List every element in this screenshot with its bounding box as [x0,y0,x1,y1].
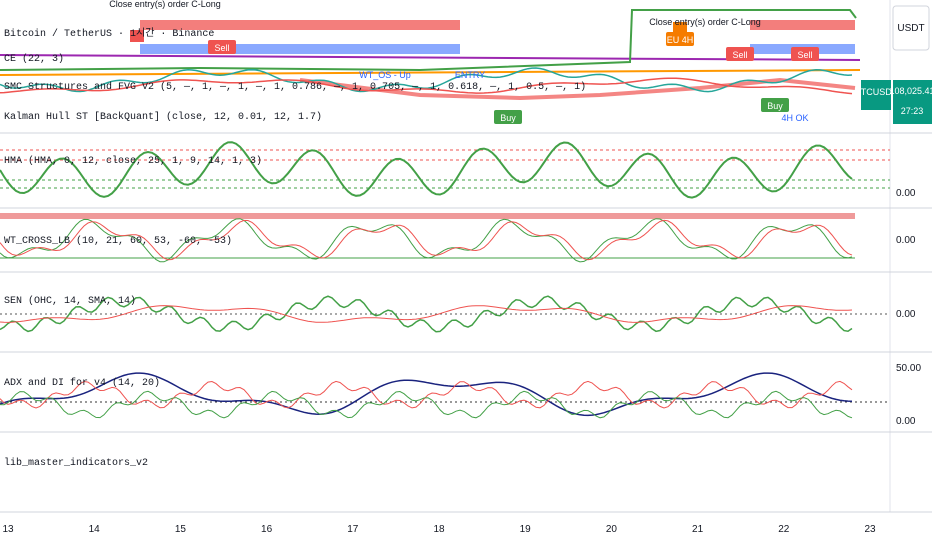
ticker: BTCUSDT [855,87,898,97]
signal-label: WT_OS - Up [359,70,411,80]
currency-box[interactable] [892,5,930,51]
indicator-legend: CE (22, 3) [4,53,64,65]
date-label: 23 [864,524,876,535]
date-label: 16 [261,524,273,535]
signal-badge [494,110,522,124]
signal-badge [726,47,754,61]
axis-label: 0.00 [896,188,916,199]
signal-label: EU 4H [667,35,694,45]
indicator-line [0,67,853,93]
signal-label: Sell [797,50,812,60]
signal-badge [761,98,789,112]
pane-title: HMA (HMA, 0, 12, close, 25, 1, 9, 14, 1,… [4,155,262,167]
indicator-line [0,218,853,263]
indicator-line [0,390,853,419]
indicator-line [0,77,853,95]
indicator-legend: Kalman Hull ST [BackQuant] (close, 12, 0… [4,111,322,123]
indicator-legend: SMC Structures and FVG V2 (5, —, 1, —, 1… [4,81,586,93]
signal-label: Buy [500,113,516,123]
date-label: 13 [2,524,14,535]
pane-title: WT_CROSS_LB (10, 21, 60, 53, -60, -53) [4,235,232,247]
axis-label: 50.00 [896,363,921,374]
signal-label: 4H OK [781,113,808,123]
indicator-line [0,372,853,417]
pane-separators [0,132,932,513]
date-label: 20 [606,524,618,535]
pane-title: lib_master_indicators_v2 [4,457,148,469]
indicator-line [0,141,853,199]
currency: USDT [897,23,924,34]
signal-label: Close entry(s) order C-Long [649,17,761,27]
signal-label: Buy [767,101,783,111]
axis-label: 0.00 [896,416,916,427]
pane-title: ADX and DI for v4 (14, 20) [4,377,160,389]
main-pane-overlays [0,9,861,101]
indicator-line [0,305,853,323]
signal-label: Sell [732,50,747,60]
signal-badge [208,40,236,54]
date-label: 21 [692,524,704,535]
indicator-line [0,380,853,409]
date-label: 19 [520,524,532,535]
axis-label: 0.00 [896,309,916,320]
date-label: 18 [433,524,445,535]
signal-label: Sell [214,43,229,53]
symbol-title: Bitcoin / TetherUS · 1시간 · Binance [4,27,214,40]
signal-label: Close entry(s) order C-Long [109,0,221,9]
signal-badge [666,32,694,46]
date-label: 14 [89,524,101,535]
date-label: 15 [175,524,187,535]
ticker-tag [861,80,891,110]
last-price: 108,025.41 [889,86,932,96]
signal-label: ENTRY [455,70,485,80]
date-label: 22 [778,524,790,535]
indicator-line [0,219,853,261]
price-tag [893,80,932,124]
pane-title: SEN (OHC, 14, SMA, 14) [4,295,136,307]
axis-label: 0.00 [896,235,916,246]
countdown: 27:23 [901,106,924,116]
date-label: 17 [347,524,359,535]
indicator-line [0,295,853,333]
ob-band [0,213,855,219]
signal-badge [791,47,819,61]
